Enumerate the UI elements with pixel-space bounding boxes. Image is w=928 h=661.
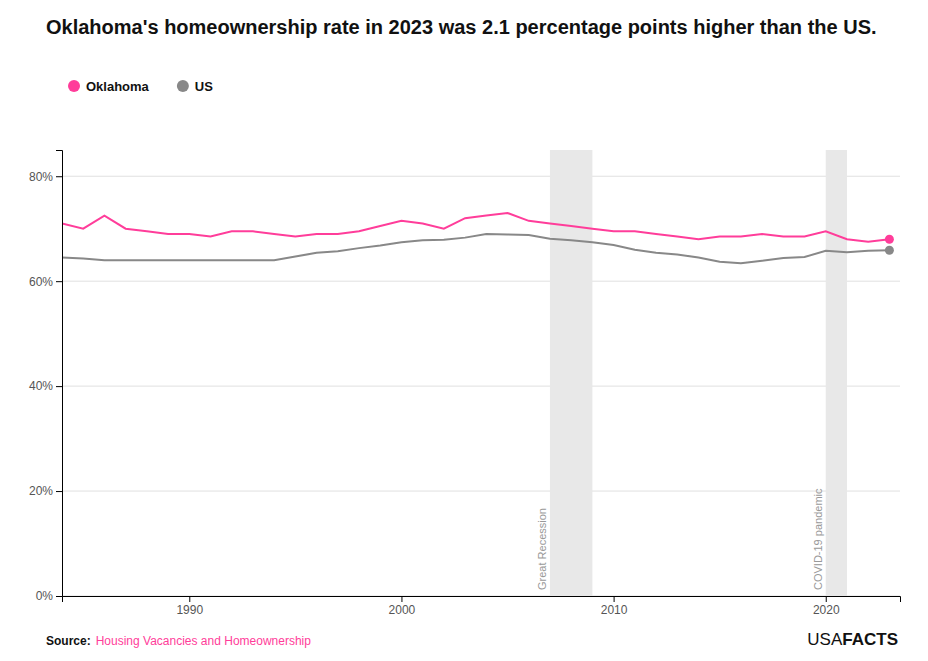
legend: Oklahoma US [68, 79, 213, 94]
y-tick-mark [56, 281, 62, 282]
y-axis-line [56, 151, 63, 597]
y-tick-mark [56, 491, 62, 492]
legend-swatch [68, 80, 80, 92]
end-marker [885, 246, 894, 255]
x-tick-label: 2010 [601, 603, 628, 617]
grid-line [62, 281, 900, 282]
x-tick: 1990 [176, 596, 203, 617]
grid-line [62, 491, 900, 492]
x-tick: 2010 [601, 596, 628, 617]
x-tick-label: 2020 [813, 603, 840, 617]
title: Oklahoma's homeownership rate in 2023 wa… [46, 16, 877, 38]
y-tick-label: 20% [29, 484, 53, 498]
legend-label: Oklahoma [86, 79, 150, 94]
x-tick: 2000 [389, 596, 416, 617]
annotations: Great Recession COVID-19 pandemic [536, 488, 824, 590]
x-axis: 1990 2000 2010 2020 [63, 596, 901, 617]
y-tick-mark [56, 386, 62, 387]
end-marker [885, 235, 894, 244]
x-tick-mark [614, 596, 615, 602]
legend-item: US [177, 79, 213, 94]
y-tick: 20% [29, 484, 62, 498]
x-axis-line [63, 597, 901, 603]
y-tick: 80% [29, 170, 62, 184]
grid-line [62, 386, 900, 387]
legend-swatch [177, 80, 189, 92]
y-tick-label: 80% [29, 170, 53, 184]
source: Housing Vacancies and Homeownership [96, 634, 312, 648]
line [62, 234, 889, 263]
grid-line [62, 176, 900, 177]
plot-area [62, 150, 894, 596]
y-axis: 0% 20% 40% 60% 80% [29, 151, 63, 604]
x-tick-label: 1990 [176, 603, 203, 617]
x-tick: 2020 [813, 596, 840, 617]
shaded-region [826, 150, 847, 596]
y-tick: 40% [29, 379, 62, 393]
legend-label: US [195, 79, 213, 94]
grid [62, 176, 900, 596]
y-tick-label: 40% [29, 379, 53, 393]
legend-item: Oklahoma [68, 79, 150, 94]
credit-part: FACTS [842, 630, 898, 649]
line [62, 213, 889, 242]
x-tick-label: 2000 [389, 603, 416, 617]
x-tick-mark [189, 596, 190, 602]
y-tick-label: 0% [36, 589, 54, 603]
x-tick-mark [401, 596, 402, 602]
y-tick: 0% [36, 589, 62, 603]
shaded-region [550, 150, 592, 596]
annotation-label: COVID-19 pandemic [812, 488, 824, 590]
chart: 1990 2000 2010 2020 0% 20% 40% 60% 80% Great Rece… [0, 0, 928, 661]
x-tick-mark [826, 596, 827, 602]
source-label: Source: [46, 634, 91, 648]
annotation-label: Great Recession [536, 508, 548, 590]
y-tick-label: 60% [29, 275, 53, 289]
y-tick-mark [56, 596, 62, 597]
credit: USAFACTS [807, 630, 898, 649]
y-tick: 60% [29, 275, 62, 289]
credit-part: USA [807, 630, 843, 649]
y-tick-mark [56, 176, 62, 177]
